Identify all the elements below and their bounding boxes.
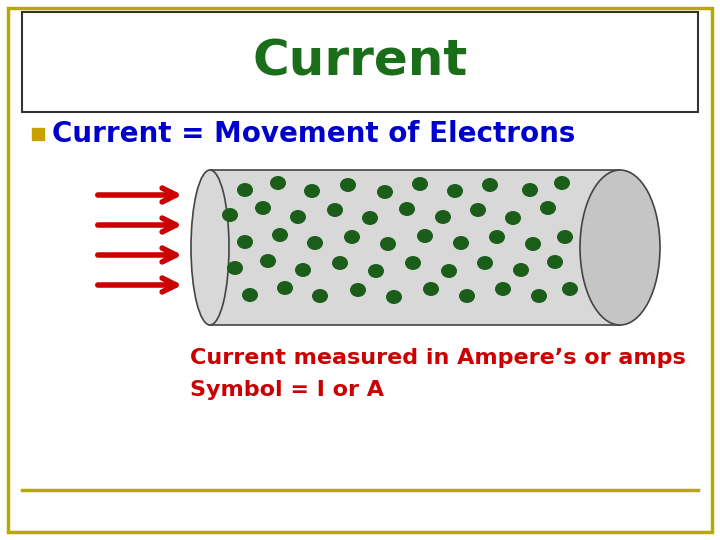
Ellipse shape: [412, 177, 428, 191]
Ellipse shape: [237, 183, 253, 197]
Ellipse shape: [554, 176, 570, 190]
Text: Symbol = I or A: Symbol = I or A: [190, 380, 384, 400]
Ellipse shape: [513, 263, 529, 277]
Ellipse shape: [405, 256, 421, 270]
Text: Current: Current: [253, 38, 467, 86]
Ellipse shape: [423, 282, 439, 296]
Ellipse shape: [477, 256, 493, 270]
Ellipse shape: [260, 254, 276, 268]
Ellipse shape: [522, 183, 538, 197]
Ellipse shape: [399, 202, 415, 216]
Ellipse shape: [540, 201, 556, 215]
Ellipse shape: [362, 211, 378, 225]
Ellipse shape: [525, 237, 541, 251]
Ellipse shape: [489, 230, 505, 244]
Ellipse shape: [417, 229, 433, 243]
Text: Current measured in Ampere’s or amps: Current measured in Ampere’s or amps: [190, 348, 685, 368]
Ellipse shape: [547, 255, 563, 269]
Ellipse shape: [327, 203, 343, 217]
Ellipse shape: [562, 282, 578, 296]
Text: Current = Movement of Electrons: Current = Movement of Electrons: [52, 120, 575, 148]
Ellipse shape: [531, 289, 547, 303]
Ellipse shape: [272, 228, 288, 242]
Ellipse shape: [580, 170, 660, 325]
Ellipse shape: [350, 283, 366, 297]
Ellipse shape: [307, 236, 323, 250]
Ellipse shape: [304, 184, 320, 198]
Ellipse shape: [255, 201, 271, 215]
Ellipse shape: [295, 263, 311, 277]
Bar: [210, 170, 620, 325]
Ellipse shape: [191, 170, 229, 325]
Ellipse shape: [453, 236, 469, 250]
Ellipse shape: [227, 261, 243, 275]
Ellipse shape: [237, 235, 253, 249]
Bar: [22, 12, 698, 112]
Ellipse shape: [368, 264, 384, 278]
Ellipse shape: [447, 184, 463, 198]
Ellipse shape: [222, 208, 238, 222]
Ellipse shape: [290, 210, 306, 224]
Ellipse shape: [386, 290, 402, 304]
Ellipse shape: [557, 230, 573, 244]
Ellipse shape: [435, 210, 451, 224]
Ellipse shape: [459, 289, 475, 303]
Ellipse shape: [270, 176, 286, 190]
Ellipse shape: [482, 178, 498, 192]
Ellipse shape: [441, 264, 457, 278]
Ellipse shape: [277, 281, 293, 295]
Bar: [32, 128, 44, 140]
Ellipse shape: [377, 185, 393, 199]
Ellipse shape: [505, 211, 521, 225]
Ellipse shape: [344, 230, 360, 244]
Ellipse shape: [340, 178, 356, 192]
Ellipse shape: [380, 237, 396, 251]
Ellipse shape: [470, 203, 486, 217]
Ellipse shape: [332, 256, 348, 270]
Ellipse shape: [242, 288, 258, 302]
Ellipse shape: [495, 282, 511, 296]
Ellipse shape: [312, 289, 328, 303]
